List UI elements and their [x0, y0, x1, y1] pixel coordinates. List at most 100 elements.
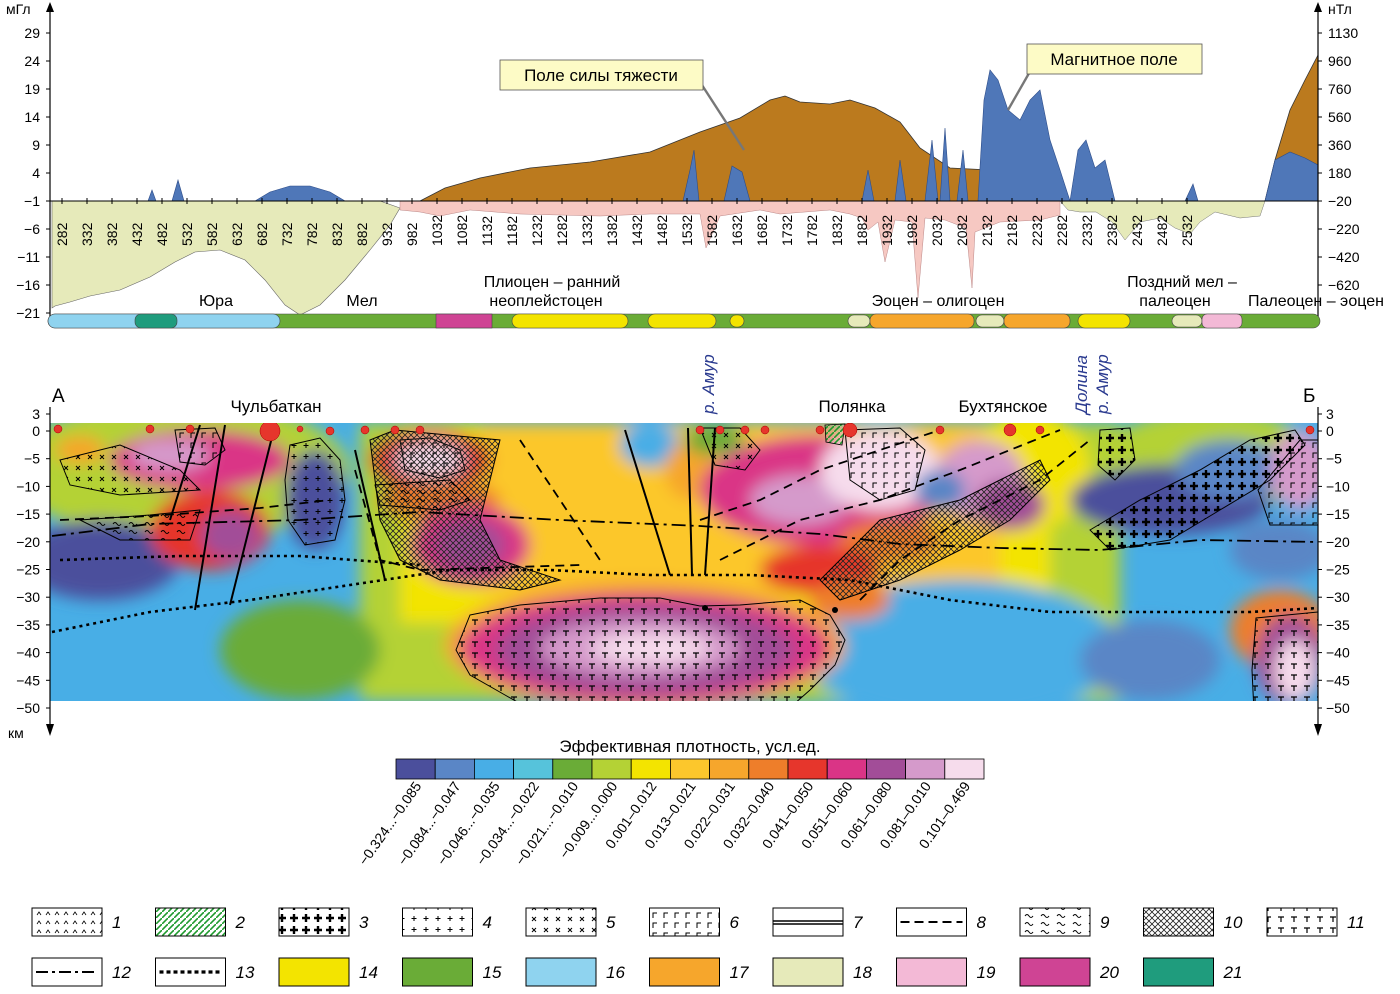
depth-tick-label: −15	[1326, 506, 1350, 522]
legend-swatch	[525, 907, 597, 937]
legend-item: 12	[31, 957, 131, 987]
location-labels: Чульбаткан Полянка Бухтянское	[230, 397, 1047, 416]
fields-panel: мГл нТл 29 24 19 14 9 4 −1 −6 −11 −16 −21 1130 960 7…	[6, 1, 1384, 329]
legend-item: 9	[1019, 907, 1110, 937]
legend-swatch	[1019, 907, 1091, 937]
legend-swatch	[649, 957, 720, 987]
legend-number: 4	[483, 913, 492, 932]
left-axis-unit: мГл	[6, 1, 31, 17]
gamma-body-left	[174, 427, 226, 466]
density-swatch	[944, 758, 985, 780]
picket-label: 1232	[529, 215, 545, 246]
crosshatch-body-mid	[369, 429, 562, 591]
density-swatch	[670, 758, 711, 780]
picket-label: 2032	[929, 215, 945, 246]
legend-number: 8	[977, 913, 987, 932]
depth-tick-label: −45	[16, 672, 40, 688]
picket-label: 1932	[879, 215, 895, 246]
magnetic-field-area	[147, 69, 1318, 202]
legend-item: 5	[525, 907, 616, 937]
density-swatch	[709, 758, 750, 780]
green-hatch-body	[824, 423, 846, 446]
bold-cross-body-right-2	[1097, 427, 1136, 481]
picket-label: 782	[304, 222, 320, 246]
density-swatch	[866, 758, 907, 780]
x-body-left	[59, 444, 202, 496]
left-tick-label: −16	[16, 277, 40, 293]
depth-tick-label: −10	[16, 478, 40, 494]
negative-green-fill-left	[51, 200, 401, 316]
picket-label: 1432	[629, 215, 645, 246]
left-tick-label: 4	[32, 165, 40, 181]
legend-number: 11	[1347, 913, 1365, 932]
depth-tick-label: 0	[1326, 423, 1334, 439]
density-scale: Эффективная плотность, усл.ед. −0.324...…	[355, 737, 985, 868]
legend-number: 9	[1100, 913, 1110, 932]
picket-label: 632	[229, 222, 245, 246]
left-tick-label: −6	[24, 221, 40, 237]
legend-number: 18	[853, 963, 872, 982]
right-axis-ticks: 1130 960 760 560 360 180 −20 −220 −420 −620	[1318, 25, 1360, 293]
age-labels: Юра Мел Плиоцен – ранний неоплейстоцен Э…	[199, 274, 1384, 310]
picket-label: 382	[104, 222, 120, 246]
picket-label: 482	[154, 222, 170, 246]
legend-number: 14	[359, 963, 378, 982]
picket-label: 1682	[754, 215, 770, 246]
legend-swatch	[278, 907, 350, 937]
legend-swatch	[1143, 907, 1214, 937]
magnetic-callout-box	[1026, 43, 1203, 75]
legend-swatch	[31, 907, 103, 937]
depth-tick-label: −15	[16, 506, 40, 522]
magnetic-callout-label: Магнитное поле	[1050, 50, 1177, 69]
depth-tick-label: 3	[1326, 406, 1334, 422]
legend-number: 12	[112, 963, 131, 982]
t-body-deep	[455, 597, 846, 701]
depth-tick-label: −20	[1326, 534, 1350, 550]
label-chulbatkan: Чульбаткан	[230, 397, 321, 416]
depth-tick-label: −50	[1326, 700, 1350, 716]
legend-swatch	[278, 957, 350, 987]
point-a-label: А	[52, 386, 65, 407]
label-dolina: Долина	[1072, 355, 1091, 416]
legend-number: 10	[1224, 913, 1243, 932]
label-amur-2: р. Амур	[1093, 354, 1112, 415]
legend-item: 21	[1143, 957, 1242, 987]
legend-number: 6	[730, 913, 740, 932]
legend-swatch	[1019, 957, 1091, 987]
density-swatch	[513, 758, 554, 780]
picket-label: 1732	[779, 215, 795, 246]
picket-label: 682	[254, 222, 270, 246]
fault-lines	[169, 424, 716, 611]
density-scale-swatches	[395, 758, 985, 780]
surface-markers	[53, 423, 1315, 442]
right-tick-label: 960	[1328, 53, 1352, 69]
depth-tick-label: −40	[1326, 645, 1350, 661]
right-axis-unit-label: нТл	[1328, 1, 1352, 17]
dotted-lines	[51, 554, 1318, 634]
density-swatch	[826, 758, 867, 780]
right-axis-unit: нТл	[1328, 1, 1352, 17]
point-b-label: Б	[1303, 386, 1315, 407]
left-tick-label: −21	[16, 305, 40, 321]
picket-label: 1132	[479, 216, 495, 246]
right-tick-label: 760	[1328, 81, 1352, 97]
gravity-callout-box	[499, 59, 704, 91]
negative-pink-fill	[399, 200, 1061, 299]
legend-number: 13	[236, 963, 255, 982]
legend-item: 15	[402, 957, 502, 987]
picket-label: 732	[279, 222, 295, 246]
legend-swatch	[402, 957, 473, 987]
left-tick-label: 24	[24, 53, 40, 69]
legend-item: 1	[31, 907, 121, 937]
depth-tick-label: −5	[1326, 451, 1342, 467]
picket-label: 432	[129, 222, 145, 246]
picket-label: 282	[54, 222, 70, 246]
legend-item: 4	[402, 907, 492, 937]
density-swatch	[905, 758, 946, 780]
legend-swatch	[1266, 907, 1338, 937]
left-tick-label: 19	[24, 81, 40, 97]
legend-number: 20	[1099, 963, 1119, 982]
age-mel: Мел	[346, 293, 377, 310]
picket-label: 582	[204, 222, 220, 246]
